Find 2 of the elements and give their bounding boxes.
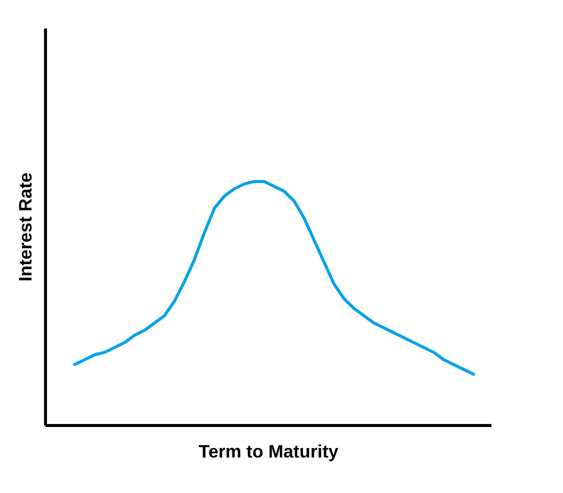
y-axis-title: Interest Rate [16,172,36,282]
x-axis-title: Term to Maturity [198,442,338,462]
